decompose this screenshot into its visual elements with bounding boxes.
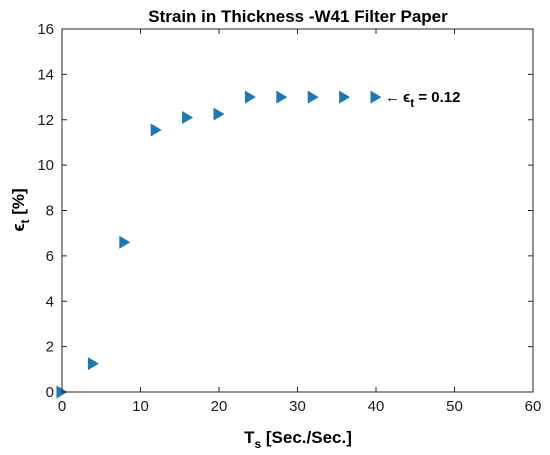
data-point: [119, 235, 131, 249]
annotation-sub: t: [410, 96, 414, 110]
x-tick-label: 10: [132, 398, 149, 415]
y-axis-label: ϵt [%]: [9, 188, 32, 231]
y-tick-label: 0: [46, 384, 54, 401]
y-tick-label: 16: [37, 21, 54, 38]
data-point: [276, 90, 288, 104]
data-point: [182, 110, 194, 124]
y-tick-label: 12: [37, 112, 54, 129]
annotation-symbol: ϵ: [403, 89, 410, 106]
data-point: [150, 123, 162, 137]
annotation-value: = 0.12: [414, 89, 460, 106]
y-tick-label: 4: [46, 293, 54, 310]
x-axis-label-main: T: [244, 428, 255, 447]
x-tick-label: 60: [525, 398, 542, 415]
plot-frame: [61, 28, 534, 393]
data-point: [307, 90, 319, 104]
axis-ticks: [61, 28, 534, 393]
data-point: [244, 90, 256, 104]
chart-title: Strain in Thickness -W41 Filter Paper: [148, 7, 448, 26]
data-point: [87, 357, 99, 371]
tick-labels: 0 10 20 30 40 50 60 0 2 4 6 8 10 12 14 16: [37, 21, 541, 415]
x-tick-label: 20: [211, 398, 228, 415]
x-axis-label-sub: s: [254, 437, 261, 451]
data-point: [370, 90, 382, 104]
y-tick-label: 8: [46, 203, 54, 220]
y-tick-label: 2: [46, 339, 54, 356]
data-point: [339, 90, 351, 104]
annotation-arrow: ←: [385, 89, 400, 106]
y-tick-label: 14: [37, 66, 54, 83]
x-tick-label: 50: [446, 398, 463, 415]
x-tick-label: 40: [368, 398, 385, 415]
x-axis-label-rest: [Sec./Sec.]: [261, 428, 352, 447]
x-axis-label: Ts [Sec./Sec.]: [244, 428, 352, 451]
y-axis-label-main: ϵ: [9, 224, 28, 232]
x-tick-label: 0: [58, 398, 66, 415]
y-tick-label: 10: [37, 157, 54, 174]
x-tick-label: 30: [289, 398, 306, 415]
y-axis-label-rest: [%]: [9, 188, 28, 219]
y-tick-label: 6: [46, 248, 54, 265]
annotation: ← ϵt = 0.12: [385, 89, 460, 110]
data-points: [56, 90, 382, 399]
data-point: [213, 107, 225, 121]
y-axis-label-sub: t: [18, 220, 32, 224]
